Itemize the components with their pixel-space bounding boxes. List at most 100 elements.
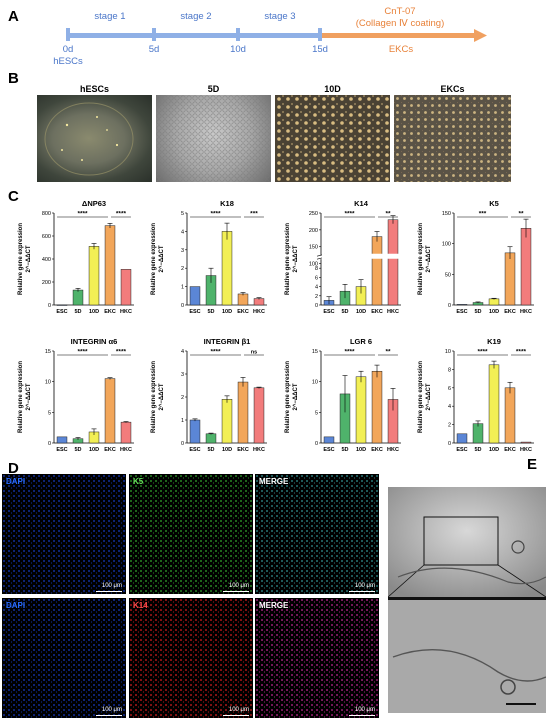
fluorescence-panel-2: MERGE 100 μm bbox=[255, 474, 379, 594]
bar-HKC bbox=[253, 298, 265, 306]
y-tick-label: 1 bbox=[181, 285, 184, 291]
fluorescence-label: MERGE bbox=[259, 477, 289, 486]
x-tick-label: EKC bbox=[104, 447, 116, 453]
y-tick-label: 150 bbox=[309, 245, 318, 251]
chart-title: INTEGRIN α6 bbox=[71, 337, 118, 346]
y-tick-label: 400 bbox=[42, 257, 51, 263]
x-tick-label: 5D bbox=[341, 447, 348, 453]
significance-label: **** bbox=[344, 211, 355, 218]
micro-title-10d: 10D bbox=[324, 84, 341, 94]
y-tick-label: 2 bbox=[181, 266, 184, 272]
significance-label: **** bbox=[344, 349, 355, 356]
scale-bar bbox=[349, 590, 375, 592]
scale-bar bbox=[96, 714, 122, 716]
y-tick-label: 200 bbox=[42, 280, 51, 286]
timeline-blue-bar bbox=[68, 33, 320, 38]
y-tick-label: 2 bbox=[181, 395, 184, 401]
x-tick-label: ESC bbox=[56, 309, 67, 315]
y-axis-label-2: 2^−ΔΔCT bbox=[159, 245, 165, 272]
y-tick-label: 6 bbox=[315, 275, 318, 281]
day-0-label: 0d bbox=[62, 44, 74, 55]
chart-title: INTEGRIN β1 bbox=[204, 337, 251, 346]
fluorescence-panel-1: K5 100 μm bbox=[129, 474, 253, 594]
significance-label: *** bbox=[250, 211, 258, 218]
tick-15d bbox=[318, 28, 322, 41]
fluorescence-texture bbox=[129, 598, 253, 718]
bar-EKC bbox=[371, 236, 383, 306]
x-tick-label: ESC bbox=[189, 309, 200, 315]
bar-ESC bbox=[189, 419, 201, 444]
significance-label: ** bbox=[385, 211, 391, 218]
fluorescence-label: MERGE bbox=[259, 601, 289, 610]
chart-6: LGR 6 Relative gene expression 2^−ΔΔCT 0 5 10… bbox=[279, 335, 409, 470]
x-tick-label: 10D bbox=[222, 447, 232, 453]
bar-HKC bbox=[253, 387, 265, 444]
x-tick-label: ESC bbox=[56, 447, 67, 453]
scale-bar-label: 100 μm bbox=[228, 707, 249, 713]
y-tick-label: 5 bbox=[48, 410, 51, 416]
significance-label: **** bbox=[116, 349, 127, 356]
significance-label: *** bbox=[479, 211, 487, 218]
bar-HKC bbox=[120, 269, 132, 306]
fluorescence-texture bbox=[129, 474, 253, 594]
scale-bar bbox=[223, 714, 249, 716]
chart-title: K18 bbox=[220, 199, 234, 208]
x-tick-label: EKC bbox=[371, 309, 383, 315]
bar-ESC bbox=[56, 304, 68, 306]
bar-10D bbox=[221, 399, 233, 444]
y-tick-label: 6 bbox=[448, 386, 451, 392]
x-tick-label: EKC bbox=[237, 309, 249, 315]
bar-10D bbox=[355, 376, 367, 444]
bar-10D bbox=[221, 231, 233, 306]
tick-10d bbox=[236, 28, 240, 41]
x-tick-label: HKC bbox=[120, 447, 132, 453]
chart-title: K19 bbox=[487, 337, 501, 346]
significance-label: **** bbox=[116, 211, 127, 218]
chart-5: INTEGRIN β1 Relative gene expression 2^−ΔΔ… bbox=[145, 335, 275, 470]
bar-5D bbox=[472, 423, 484, 444]
y-tick-label: 4 bbox=[315, 285, 318, 291]
y-tick-label: 4 bbox=[181, 229, 184, 235]
x-tick-label: ESC bbox=[456, 447, 467, 453]
micro-title-hescs: hESCs bbox=[79, 84, 109, 94]
y-axis-label-2: 2^−ΔΔCT bbox=[426, 383, 432, 410]
y-tick-label: 0 bbox=[448, 441, 451, 447]
bar-10D bbox=[488, 298, 500, 306]
y-axis-label: Relative gene expression bbox=[18, 223, 24, 295]
y-axis-label-2: 2^−ΔΔCT bbox=[26, 245, 32, 272]
y-tick-label: 0 bbox=[48, 303, 51, 309]
fluorescence-label: K5 bbox=[133, 477, 144, 486]
chart-2: K14 Relative gene expression 2^−ΔΔCT 0 2 4 6 8 1… bbox=[279, 197, 409, 332]
y-tick-label: 0 bbox=[448, 303, 451, 309]
significance-label: **** bbox=[77, 211, 88, 218]
x-tick-label: 5D bbox=[74, 447, 81, 453]
significance-label: **** bbox=[477, 349, 488, 356]
scale-bar bbox=[349, 714, 375, 716]
panel-letter-c: C bbox=[8, 188, 19, 205]
x-tick-label: 5D bbox=[341, 309, 348, 315]
y-tick-label: 800 bbox=[42, 211, 51, 217]
chart-title: K5 bbox=[489, 199, 499, 208]
y-axis-label: Relative gene expression bbox=[18, 361, 24, 433]
fluorescence-panel-0: DAPI 100 μm bbox=[2, 474, 126, 594]
y-tick-label: 100 bbox=[442, 242, 451, 248]
x-tick-label: 5D bbox=[207, 447, 214, 453]
x-tick-label: 10D bbox=[89, 447, 99, 453]
x-tick-label: 5D bbox=[74, 309, 81, 315]
bar-10D bbox=[488, 364, 500, 444]
y-axis-label-2: 2^−ΔΔCT bbox=[293, 245, 299, 272]
chart-svg: LGR 6 Relative gene expression 2^−ΔΔCT 0 5 10… bbox=[285, 337, 401, 453]
y-tick-label: 10 bbox=[312, 380, 318, 386]
timeline-orange-bar bbox=[320, 33, 478, 38]
micro-title-ekcs: EKCs bbox=[440, 84, 465, 94]
y-tick-label: 150 bbox=[442, 211, 451, 217]
x-tick-label: EKC bbox=[104, 309, 116, 315]
tem-image bbox=[387, 487, 547, 713]
bar-HKC bbox=[520, 441, 532, 444]
panel-letter-b: B bbox=[8, 70, 19, 87]
tick-0d bbox=[66, 28, 70, 41]
scale-bar-label: 100 μm bbox=[228, 583, 249, 589]
bar-EKC bbox=[104, 225, 116, 306]
micro-title-5d: 5D bbox=[207, 84, 220, 94]
